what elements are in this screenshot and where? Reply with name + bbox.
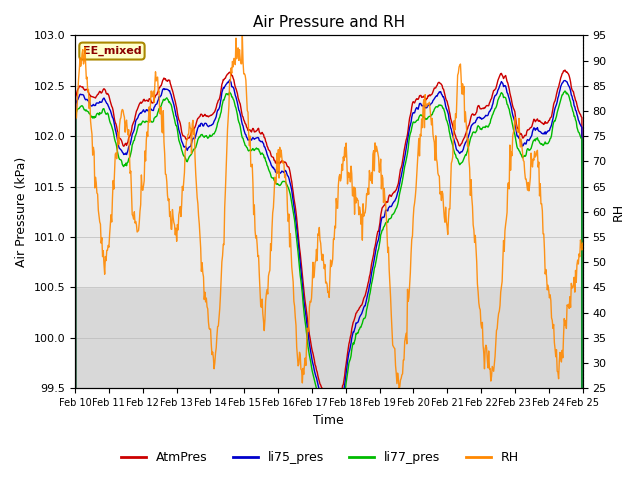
- Legend: AtmPres, li75_pres, li77_pres, RH: AtmPres, li75_pres, li77_pres, RH: [116, 446, 524, 469]
- Bar: [75, 86, 582, 187]
- Title: Air Pressure and RH: Air Pressure and RH: [253, 15, 405, 30]
- X-axis label: Time: Time: [314, 414, 344, 427]
- Y-axis label: Air Pressure (kPa): Air Pressure (kPa): [15, 156, 28, 267]
- Bar: [75, 288, 582, 388]
- Bar: [75, 36, 582, 86]
- Bar: [75, 187, 582, 288]
- Y-axis label: RH: RH: [612, 203, 625, 221]
- Text: EE_mixed: EE_mixed: [83, 46, 141, 56]
